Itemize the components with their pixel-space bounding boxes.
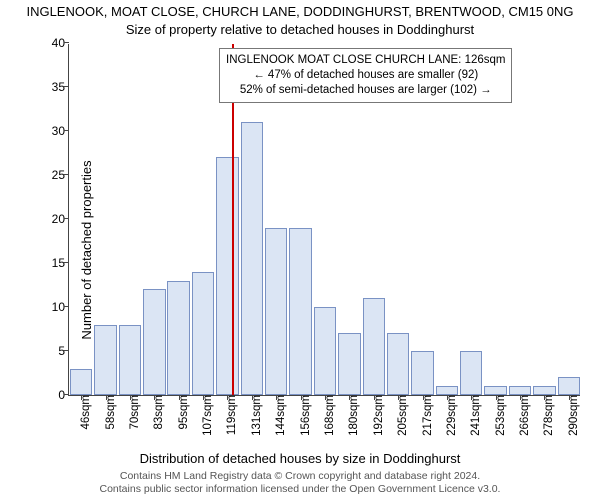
annotation-line: INGLENOOK MOAT CLOSE CHURCH LANE: 126sqm xyxy=(226,53,505,68)
x-tick-label: 46sqm xyxy=(80,395,92,430)
histogram-bar xyxy=(94,325,116,395)
x-tick-label: 266sqm xyxy=(519,395,531,436)
x-tick-label: 205sqm xyxy=(397,395,409,436)
y-tick-label: 5 xyxy=(33,344,65,358)
y-tick-label: 15 xyxy=(33,256,65,270)
histogram-bar xyxy=(338,333,360,395)
y-tick-mark xyxy=(64,350,69,351)
x-tick-label: 156sqm xyxy=(300,395,312,436)
histogram-bar xyxy=(558,377,580,395)
y-tick-mark xyxy=(64,262,69,263)
y-tick-label: 35 xyxy=(33,80,65,94)
histogram-bar xyxy=(484,386,506,395)
y-tick-label: 20 xyxy=(33,212,65,226)
histogram-bar xyxy=(167,281,189,395)
x-tick-label: 180sqm xyxy=(349,395,361,436)
plot-area: 051015202530354046sqm58sqm70sqm83sqm95sq… xyxy=(68,44,580,396)
histogram-bar xyxy=(509,386,531,395)
y-tick-mark xyxy=(64,394,69,395)
histogram-bar xyxy=(314,307,336,395)
histogram-bar xyxy=(265,228,287,395)
histogram-bar xyxy=(460,351,482,395)
histogram-bar xyxy=(119,325,141,395)
histogram-bar xyxy=(411,351,433,395)
x-tick-label: 70sqm xyxy=(129,395,141,430)
x-tick-label: 253sqm xyxy=(495,395,507,436)
histogram-bar xyxy=(241,122,263,395)
y-tick-mark xyxy=(64,42,69,43)
x-tick-label: 131sqm xyxy=(251,395,263,436)
x-tick-label: 217sqm xyxy=(422,395,434,436)
annotation-box: INGLENOOK MOAT CLOSE CHURCH LANE: 126sqm… xyxy=(219,48,512,103)
y-tick-label: 25 xyxy=(33,168,65,182)
y-tick-mark xyxy=(64,86,69,87)
y-tick-label: 10 xyxy=(33,300,65,314)
annotation-line: 52% of semi-detached houses are larger (… xyxy=(226,83,505,98)
y-tick-label: 40 xyxy=(33,36,65,50)
x-tick-label: 168sqm xyxy=(324,395,336,436)
x-tick-label: 83sqm xyxy=(154,395,166,430)
x-tick-label: 229sqm xyxy=(446,395,458,436)
footnote: Contains HM Land Registry data © Crown c… xyxy=(0,470,600,496)
histogram-bar xyxy=(216,157,238,395)
histogram-bar xyxy=(436,386,458,395)
histogram-bar xyxy=(363,298,385,395)
chart-figure: INGLENOOK, MOAT CLOSE, CHURCH LANE, DODD… xyxy=(0,0,600,500)
x-tick-label: 278sqm xyxy=(544,395,556,436)
histogram-bar xyxy=(387,333,409,395)
x-tick-label: 241sqm xyxy=(470,395,482,436)
y-tick-mark xyxy=(64,130,69,131)
annotation-line: ← 47% of detached houses are smaller (92… xyxy=(226,68,505,83)
footnote-line: Contains public sector information licen… xyxy=(0,483,600,496)
y-tick-label: 30 xyxy=(33,124,65,138)
x-tick-label: 119sqm xyxy=(227,395,239,435)
footnote-line: Contains HM Land Registry data © Crown c… xyxy=(0,470,600,483)
y-tick-label: 0 xyxy=(33,388,65,402)
histogram-bar xyxy=(143,289,165,395)
x-tick-label: 107sqm xyxy=(202,395,214,436)
y-tick-mark xyxy=(64,174,69,175)
y-tick-mark xyxy=(64,218,69,219)
histogram-bar xyxy=(70,369,92,395)
x-axis-label: Distribution of detached houses by size … xyxy=(0,451,600,466)
super-title: INGLENOOK, MOAT CLOSE, CHURCH LANE, DODD… xyxy=(0,4,600,19)
x-tick-label: 144sqm xyxy=(275,395,287,436)
x-tick-label: 58sqm xyxy=(105,395,117,430)
histogram-bar xyxy=(533,386,555,395)
y-tick-mark xyxy=(64,306,69,307)
histogram-bar xyxy=(192,272,214,395)
x-tick-label: 192sqm xyxy=(373,395,385,436)
histogram-bar xyxy=(289,228,311,395)
sub-title: Size of property relative to detached ho… xyxy=(0,22,600,37)
x-tick-label: 290sqm xyxy=(568,395,580,436)
x-tick-label: 95sqm xyxy=(178,395,190,430)
